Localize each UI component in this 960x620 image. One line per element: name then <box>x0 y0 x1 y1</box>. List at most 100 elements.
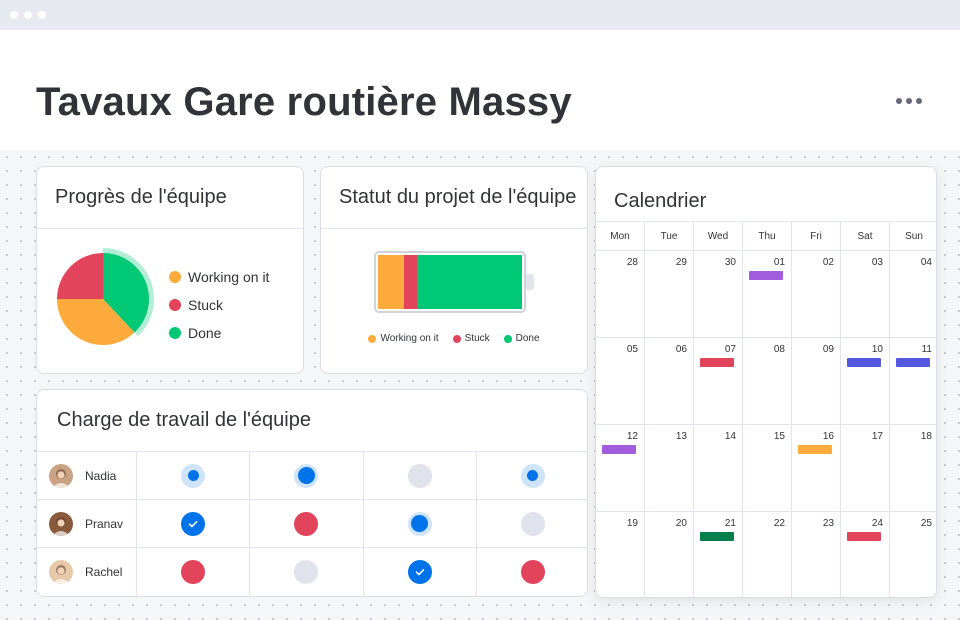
calendar-day-cell[interactable]: 14 <box>693 425 742 511</box>
avatar[interactable] <box>49 560 73 584</box>
calendar-day-cell[interactable]: 17 <box>840 425 889 511</box>
calendar-day-cell[interactable]: 23 <box>791 512 840 597</box>
calendar-day-cell[interactable]: 02 <box>791 251 840 337</box>
pie-slice-working-on-it[interactable] <box>57 299 135 345</box>
widget-title: Progrès de l'équipe <box>37 167 303 229</box>
workload-cell <box>364 548 477 596</box>
calendar-day-cell[interactable]: 15 <box>742 425 791 511</box>
calendar-event[interactable] <box>602 445 636 454</box>
calendar-day-cell[interactable]: 10 <box>840 338 889 424</box>
legend-label: Done <box>188 325 222 341</box>
widget-title: Charge de travail de l'équipe <box>37 390 587 452</box>
weekday-label: Mon <box>610 230 630 242</box>
calendar-day-cell[interactable]: 12 <box>596 425 644 511</box>
battery-segment-stuck[interactable] <box>403 255 417 309</box>
calendar-day-number: 19 <box>626 518 638 529</box>
calendar-day-number: 02 <box>822 257 834 268</box>
calendar-day-cell[interactable]: 13 <box>644 425 693 511</box>
calendar-week-row: 19 20 21 22 23 24 25 <box>596 512 936 597</box>
calendar-day-number: 29 <box>675 257 687 268</box>
weekday-label: Sun <box>889 222 936 250</box>
calendar-day-number: 01 <box>773 257 785 268</box>
done-check-icon[interactable] <box>181 511 206 536</box>
calendar-day-cell[interactable]: 06 <box>644 338 693 424</box>
calendar-day-cell[interactable]: 05 <box>596 338 644 424</box>
legend-dot-icon <box>368 334 377 343</box>
calendar-day-cell[interactable]: 08 <box>742 338 791 424</box>
legend-item: Working on it <box>169 263 269 291</box>
legend-label: Stuck <box>188 297 224 313</box>
legend-item: Working on it <box>368 333 439 344</box>
calendar-day-number: 16 <box>822 431 834 442</box>
status-legend: Working on it Stuck Done <box>321 333 587 344</box>
calendar-day-cell[interactable]: 07 <box>693 338 742 424</box>
calendar-day-number: 30 <box>724 257 736 268</box>
calendar-event[interactable] <box>798 445 832 454</box>
workload-cell <box>364 500 477 547</box>
person-name: Nadia <box>85 468 117 483</box>
empty-status-dot[interactable] <box>294 560 319 584</box>
calendar-day-cell[interactable]: 01 <box>742 251 791 337</box>
calendar-event[interactable] <box>847 532 881 541</box>
calendar-day-cell[interactable]: 04 <box>889 251 936 337</box>
done-check-icon[interactable] <box>407 560 432 584</box>
in-progress-status-dot[interactable] <box>520 463 545 488</box>
calendar-day-number: 10 <box>871 344 883 355</box>
avatar[interactable] <box>49 463 73 488</box>
status-dot-inner <box>297 467 315 484</box>
calendar-day-cell[interactable]: 09 <box>791 338 840 424</box>
stuck-status-dot[interactable] <box>520 560 545 584</box>
calendar-day-cell[interactable]: 19 <box>596 512 644 597</box>
calendar-day-cell[interactable]: 11 <box>889 338 936 424</box>
calendar-day-cell[interactable]: 24 <box>840 512 889 597</box>
calendar-day-cell[interactable]: 20 <box>644 512 693 597</box>
workload-cell <box>364 452 477 499</box>
workload-cell <box>250 452 364 499</box>
calendar-day-cell[interactable]: 18 <box>889 425 936 511</box>
person-name: Pranav <box>85 516 124 531</box>
workload-cell <box>477 452 587 499</box>
battery-segment-working-on-it[interactable] <box>378 255 404 309</box>
status-dot-inner <box>527 470 539 481</box>
workload-cell <box>477 500 587 547</box>
empty-status-dot[interactable] <box>520 511 545 536</box>
calendar-event[interactable] <box>896 358 930 367</box>
battery-segment-done[interactable] <box>416 255 522 309</box>
calendar-day-cell[interactable]: 21 <box>693 512 742 597</box>
pie-slice-done[interactable] <box>103 253 149 333</box>
calendar-day-cell[interactable]: 16 <box>791 425 840 511</box>
weekday-label: Sat <box>840 222 889 250</box>
stuck-status-dot[interactable] <box>294 511 319 536</box>
in-progress-status-dot[interactable] <box>181 463 206 488</box>
avatar[interactable] <box>49 511 73 536</box>
calendar-day-number: 03 <box>871 257 883 268</box>
calendar-day-cell[interactable]: 03 <box>840 251 889 337</box>
empty-status-dot[interactable] <box>407 463 432 488</box>
more-options-icon[interactable] <box>896 98 922 104</box>
calendar-day-cell[interactable]: 22 <box>742 512 791 597</box>
calendar-day-cell[interactable]: 30 <box>693 251 742 337</box>
calendar-event[interactable] <box>847 358 881 367</box>
calendar-day-cell[interactable]: 28 <box>596 251 644 337</box>
window-dot-icon <box>38 11 46 19</box>
calendar-day-cell[interactable]: 29 <box>644 251 693 337</box>
calendar-widget: Calendrier Mon Tue Wed Thu Fri Sat Sun 28 29 30 0… <box>595 166 937 598</box>
calendar-event[interactable] <box>749 271 783 280</box>
legend-item: Done <box>169 319 269 347</box>
calendar-event[interactable] <box>700 358 734 367</box>
stuck-status-dot[interactable] <box>181 560 206 584</box>
calendar-day-cell[interactable]: 25 <box>889 512 936 597</box>
pie-slice-stuck[interactable] <box>57 253 103 299</box>
person-cell: Pranav <box>37 500 137 547</box>
board-title: Tavaux Gare routière Massy <box>36 80 572 124</box>
calendar-weekday-header: Mon Tue Wed Thu Fri Sat Sun <box>596 221 936 251</box>
in-progress-status-dot[interactable] <box>407 511 432 536</box>
workload-cell <box>250 500 364 547</box>
calendar-event[interactable] <box>700 532 734 541</box>
calendar-day-number: 11 <box>921 344 932 355</box>
team-progress-widget: Progrès de l'équipe Working on it Stuck Do… <box>36 166 304 374</box>
weekday-label: Thu <box>742 222 791 250</box>
calendar-grid: Mon Tue Wed Thu Fri Sat Sun 28 29 30 01 02 03 04 05 06… <box>596 221 936 597</box>
in-progress-status-dot[interactable] <box>294 463 319 488</box>
browser-chrome-bar <box>0 0 960 30</box>
